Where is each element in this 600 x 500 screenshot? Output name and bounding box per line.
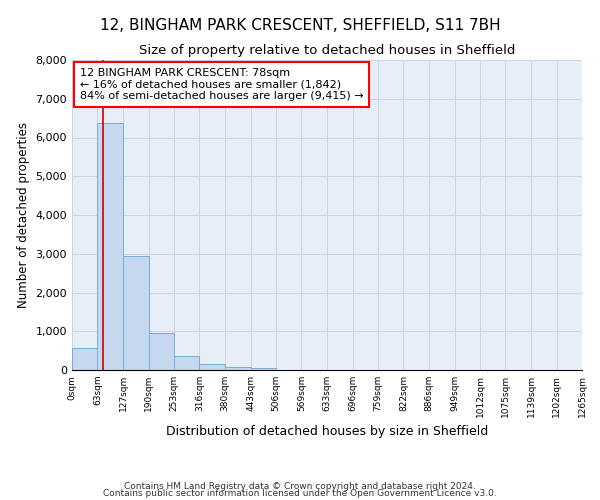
Bar — [97, 123, 123, 370]
Title: Size of property relative to detached houses in Sheffield: Size of property relative to detached ho… — [139, 44, 515, 58]
Bar — [199, 364, 225, 370]
Bar — [174, 356, 199, 370]
Text: 12 BINGHAM PARK CRESCENT: 78sqm
← 16% of detached houses are smaller (1,842)
84%: 12 BINGHAM PARK CRESCENT: 78sqm ← 16% of… — [80, 68, 363, 101]
Text: Contains HM Land Registry data © Crown copyright and database right 2024.: Contains HM Land Registry data © Crown c… — [124, 482, 476, 491]
Y-axis label: Number of detached properties: Number of detached properties — [17, 122, 30, 308]
Bar — [225, 368, 251, 370]
Text: 12, BINGHAM PARK CRESCENT, SHEFFIELD, S11 7BH: 12, BINGHAM PARK CRESCENT, SHEFFIELD, S1… — [100, 18, 500, 32]
Bar — [149, 333, 174, 370]
Bar — [123, 256, 149, 370]
Bar — [72, 348, 97, 370]
Bar — [251, 368, 276, 370]
Text: Contains public sector information licensed under the Open Government Licence v3: Contains public sector information licen… — [103, 489, 497, 498]
X-axis label: Distribution of detached houses by size in Sheffield: Distribution of detached houses by size … — [166, 426, 488, 438]
